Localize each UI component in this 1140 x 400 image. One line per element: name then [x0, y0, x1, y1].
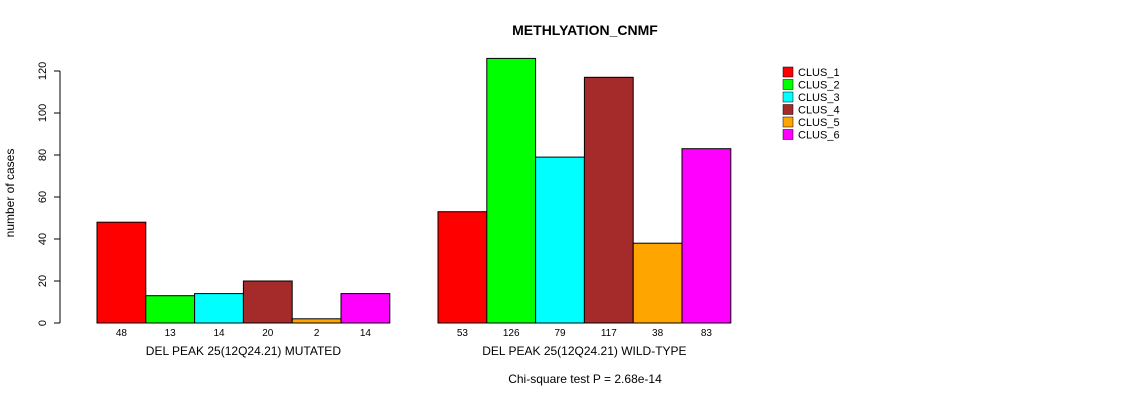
group-label: DEL PEAK 25(12Q24.21) MUTATED [146, 344, 342, 358]
y-tick-label: 0 [37, 320, 49, 326]
y-tick-label: 60 [37, 191, 49, 203]
bar-count-label: 38 [652, 328, 664, 339]
bar-clus-5 [291, 318, 342, 324]
bar-count-label: 2 [314, 328, 320, 339]
y-tick-label: 100 [37, 104, 49, 122]
bar-clus-2 [145, 295, 196, 324]
bar-count-label: 117 [601, 328, 617, 339]
legend-label: CLUS_4 [798, 105, 840, 117]
bar-count-label: 126 [503, 328, 520, 339]
legend-label: CLUS_5 [798, 117, 840, 129]
bar-clus-3 [194, 293, 244, 324]
bar-count-label: 13 [165, 328, 177, 339]
bars [96, 57, 732, 324]
bar-clus-5 [632, 242, 683, 324]
bar-clus-3 [535, 156, 585, 324]
bar-count-label: 83 [701, 328, 713, 339]
bar-clus-2 [486, 57, 537, 324]
bar-count-label: 14 [213, 328, 225, 339]
y-tick-label: 80 [37, 149, 49, 161]
bar-count-label: 20 [262, 328, 274, 339]
group-label: DEL PEAK 25(12Q24.21) WILD-TYPE [482, 344, 686, 358]
bar-clus-1 [96, 221, 147, 324]
y-tick-label: 120 [37, 62, 49, 80]
bar-clus-6 [681, 148, 732, 324]
bar-clus-1 [437, 211, 488, 324]
count-labels: 48 13 14 20 2 14 53 126 79 117 38 83 [116, 328, 713, 339]
legend-label: CLUS_3 [798, 92, 840, 104]
legend-swatch [782, 79, 794, 90]
legend-swatch [782, 116, 794, 128]
y-axis-label: number of cases [3, 149, 17, 238]
group-labels: DEL PEAK 25(12Q24.21) MUTATED DEL PEAK 25… [146, 344, 687, 358]
bar-count-label: 48 [116, 328, 128, 339]
bar-clus-4 [583, 76, 634, 324]
y-tick-label: 40 [37, 233, 49, 245]
y-axis: 0 20 40 60 80 100 120 [37, 62, 61, 326]
legend-swatch [782, 66, 794, 78]
legend-label: CLUS_1 [798, 67, 840, 79]
y-tick-label: 20 [37, 275, 49, 287]
chi-square-footnote: Chi-square test P = 2.68e-14 [508, 372, 662, 386]
bar-count-label: 14 [360, 328, 372, 339]
legend-swatch [782, 104, 794, 115]
legend-swatch [782, 129, 794, 140]
legend-label: CLUS_6 [798, 130, 840, 142]
legend-swatch [782, 91, 794, 103]
bar-clus-4 [242, 280, 293, 324]
chart-title: METHLYATION_CNMF [512, 22, 658, 38]
bar-count-label: 53 [457, 328, 469, 339]
legend-label: CLUS_2 [798, 80, 840, 92]
bar-clus-6 [340, 293, 391, 324]
bar-count-label: 79 [554, 328, 566, 339]
